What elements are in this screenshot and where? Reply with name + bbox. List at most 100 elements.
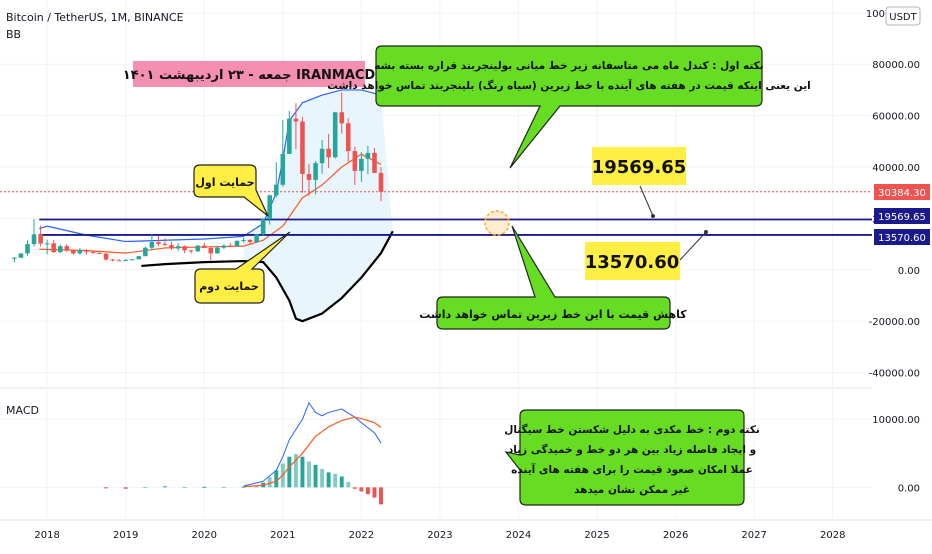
callout-support1-box xyxy=(193,164,269,217)
x-tick-label-1: 2019 xyxy=(113,530,138,541)
x-tick-label-6: 2024 xyxy=(506,530,531,541)
level1-tag xyxy=(874,208,930,224)
x-tick-label-3: 2021 xyxy=(270,530,295,541)
candle-body-22 xyxy=(156,242,161,244)
candle-body-39 xyxy=(267,195,272,220)
candle-body-38 xyxy=(260,219,266,235)
y-tick-label-5: 0.00 xyxy=(898,266,920,277)
indicator-label-bb: BB xyxy=(6,28,21,41)
macd-hist-bar-3 xyxy=(163,486,167,488)
candle-body-55 xyxy=(372,152,377,173)
macd-hist-bar-2 xyxy=(143,487,148,489)
macd-hist-bar-18 xyxy=(320,468,325,488)
candle-body-17 xyxy=(123,260,128,262)
candle-body-7 xyxy=(57,246,63,253)
level2-tag xyxy=(874,229,930,245)
macd-line xyxy=(243,401,382,487)
x-tick-label-0: 2018 xyxy=(34,530,59,541)
symbol-title: Bitcoin / TetherUS, 1M, BINANCE xyxy=(6,11,184,24)
candle-body-0 xyxy=(12,257,17,259)
lower-band-line xyxy=(141,230,394,323)
macd-hist-bar-14 xyxy=(293,453,298,488)
macd-axis: 10000.00 0.00 xyxy=(872,415,920,494)
price-axis-area[interactable] xyxy=(872,0,932,520)
candle-body-36 xyxy=(247,239,253,243)
candle-body-32 xyxy=(221,245,227,248)
x-tick-label-8: 2026 xyxy=(663,530,688,541)
macd-hist-bar-19 xyxy=(326,472,331,488)
touch-marker[interactable] xyxy=(484,210,510,236)
candle-body-54 xyxy=(365,152,371,159)
candle-body-12 xyxy=(90,251,96,253)
candle-body-51 xyxy=(345,123,351,152)
callout-support2-box xyxy=(194,231,291,304)
time-axis: 2018 2019 2020 2021 2022 2023 2024 2025 2026 2027… xyxy=(34,530,845,541)
level1-box-text: 19569.65 xyxy=(592,157,687,178)
candle-body-3 xyxy=(31,234,37,245)
currency-button[interactable] xyxy=(885,6,921,26)
macd-pane xyxy=(104,401,383,505)
macd-hist-bar-1 xyxy=(123,487,128,489)
candle-body-35 xyxy=(241,239,246,241)
candle-body-14 xyxy=(103,253,109,260)
signal-line xyxy=(243,416,382,488)
macd-tick-label-1: 0.00 xyxy=(898,483,920,494)
macd-hist-bar-5 xyxy=(202,486,207,488)
y-tick-label-7: -40000.00 xyxy=(869,369,920,380)
candles xyxy=(12,92,384,263)
x-tick-label-7: 2025 xyxy=(584,530,609,541)
candle-body-49 xyxy=(332,112,338,158)
candle-body-41 xyxy=(280,153,286,185)
candle-body-29 xyxy=(201,245,207,248)
macd-hist-bar-17 xyxy=(313,464,318,488)
callout-macd-line-3: عملا امکان صعود قیمت را برای هفته های آی… xyxy=(511,463,753,476)
x-tick-label-9: 2027 xyxy=(741,530,766,541)
macd-hist-bar-15 xyxy=(300,456,305,488)
candle-body-15 xyxy=(110,259,115,261)
candle-body-6 xyxy=(51,243,56,253)
y-tick-label-1: 80000.00 xyxy=(872,60,920,71)
callout-support2-text: حمایت دوم xyxy=(199,280,259,293)
candle-body-46 xyxy=(313,163,318,180)
basis-line xyxy=(39,153,382,254)
candle-body-52 xyxy=(352,151,358,171)
macd-hist-bar-25 xyxy=(365,487,370,495)
candle-body-28 xyxy=(195,245,201,252)
candle-body-1 xyxy=(18,253,24,258)
y-tick-label-6: -20000.00 xyxy=(869,317,920,328)
callout-bottom-text: کاهش قیمت با این خط زیرین تماس خواهد داش… xyxy=(419,308,687,321)
x-tick-label-5: 2023 xyxy=(427,530,452,541)
macd-hist-bar-7 xyxy=(241,486,246,488)
callout-bottom-box xyxy=(436,225,671,330)
candle-body-42 xyxy=(287,118,292,154)
candle-body-25 xyxy=(175,246,181,249)
x-tick-label-4: 2022 xyxy=(349,530,374,541)
candle-body-26 xyxy=(182,246,187,251)
candle-body-19 xyxy=(136,256,142,260)
candle-body-31 xyxy=(215,247,220,254)
candle-body-47 xyxy=(319,148,325,164)
indicator-label-macd: MACD xyxy=(6,404,39,417)
macd-hist-bar-22 xyxy=(346,481,351,488)
candle-body-40 xyxy=(273,184,279,196)
candle-body-8 xyxy=(64,246,70,251)
macd-hist-bar-13 xyxy=(287,456,292,488)
candle-body-33 xyxy=(228,245,233,247)
candle-body-16 xyxy=(116,260,122,262)
callout-macd-line-1: نکته دوم : خط مکدی به دلیل شکستن خط سیگن… xyxy=(504,423,760,436)
candle-body-27 xyxy=(188,250,194,252)
candle-body-45 xyxy=(306,173,312,180)
candle-body-30 xyxy=(208,247,214,254)
level1-box xyxy=(592,147,686,185)
candle-body-10 xyxy=(77,250,83,254)
level1-anchor[interactable] xyxy=(651,214,655,218)
level2-anchor[interactable] xyxy=(704,230,708,234)
support-levels xyxy=(0,191,872,236)
candle-body-50 xyxy=(339,112,345,124)
level2-tag-text: 13570.60 xyxy=(878,233,926,244)
candle-body-56 xyxy=(378,172,384,192)
macd-hist-bar-16 xyxy=(307,461,311,488)
candle-body-9 xyxy=(71,250,76,254)
